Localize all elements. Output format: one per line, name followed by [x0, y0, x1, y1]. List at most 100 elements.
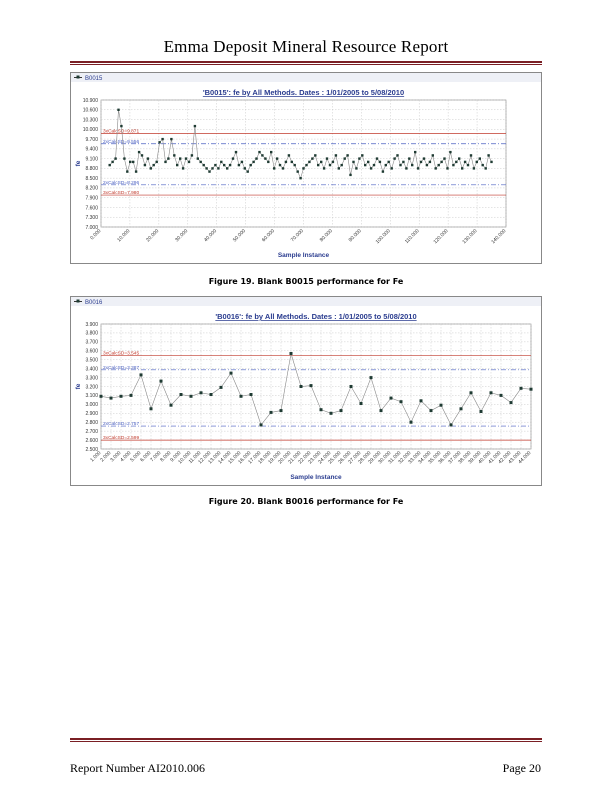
data-point	[416, 167, 420, 170]
data-point	[284, 160, 288, 164]
data-point	[302, 167, 305, 170]
x-axis-label: Sample Instance	[278, 252, 330, 259]
data-point	[267, 160, 270, 164]
data-point	[359, 402, 363, 405]
data-point	[349, 173, 352, 177]
x-tick-label: 110.000	[404, 228, 421, 245]
y-tick-label: 8.800	[85, 166, 98, 172]
x-tick-label: 30.000	[174, 228, 189, 243]
data-point	[296, 170, 299, 173]
data-point	[239, 394, 243, 398]
data-point	[255, 157, 258, 160]
x-tick-label: 100.000	[375, 228, 392, 245]
x-tick-label: 130.000	[461, 228, 478, 245]
reference-line-label: 3xCalcSD=2.599	[103, 435, 139, 441]
data-point	[364, 163, 367, 167]
data-point	[408, 157, 411, 160]
y-axis-label: fe	[75, 160, 82, 166]
data-point	[270, 150, 273, 154]
x-tick-label: 40.000	[203, 228, 218, 243]
data-point	[317, 163, 320, 167]
chart-b0015-svg: B0015 'B0015': fe by All Methods. Dates :…	[71, 73, 541, 259]
data-point	[111, 160, 114, 164]
data-point	[431, 154, 434, 157]
figure-20-caption: Figure 20. Blank B0016 performance for F…	[208, 497, 404, 506]
data-point	[367, 160, 370, 164]
y-tick-label: 2.600	[85, 438, 98, 444]
y-tick-label: 2.800	[85, 420, 98, 426]
chart-b0016: B0016 'B0016': fe by All Methods. Dates :…	[70, 296, 542, 486]
y-tick-label: 10.900	[83, 98, 99, 104]
data-point	[478, 157, 481, 160]
data-point	[399, 400, 403, 404]
data-point	[419, 399, 423, 403]
chart-b0016-svg: B0016 'B0016': fe by All Methods. Dates :…	[71, 297, 541, 481]
data-point	[358, 157, 361, 160]
data-point	[452, 163, 455, 167]
data-point	[220, 160, 223, 164]
data-point	[419, 160, 423, 164]
data-point	[252, 160, 255, 164]
data-point	[119, 394, 123, 398]
y-tick-label: 3.600	[85, 349, 98, 355]
data-point	[237, 163, 241, 167]
reference-line-label: 3xCalcSD=7.980	[103, 190, 139, 196]
data-point	[109, 396, 113, 400]
data-point	[176, 163, 179, 167]
data-point	[390, 167, 393, 170]
data-point	[209, 393, 213, 396]
data-point	[229, 371, 233, 375]
y-tick-label: 10.000	[83, 127, 99, 133]
data-point	[196, 157, 199, 160]
data-point	[393, 157, 396, 160]
header-rule	[70, 61, 542, 63]
data-point	[279, 409, 283, 413]
data-point	[314, 154, 317, 157]
x-tick-label: 60.000	[261, 228, 276, 243]
data-point	[99, 394, 103, 398]
x-tick-label: 50.000	[232, 228, 247, 243]
x-tick-label: 140.000	[490, 228, 507, 245]
data-point	[231, 157, 235, 160]
data-point	[481, 163, 484, 167]
data-point	[379, 409, 383, 413]
data-point	[123, 157, 126, 160]
data-point	[399, 163, 402, 167]
data-point	[126, 170, 129, 173]
data-point	[375, 157, 379, 160]
data-point	[459, 407, 463, 411]
data-point	[246, 170, 249, 173]
data-point	[289, 352, 293, 355]
y-tick-label: 10.600	[83, 108, 99, 114]
data-point	[132, 160, 135, 164]
legend-label: B0015	[85, 76, 103, 82]
data-point	[173, 154, 176, 157]
data-point	[308, 160, 311, 164]
data-point	[349, 385, 353, 388]
data-point	[199, 391, 203, 395]
x-tick-label: 80.000	[319, 228, 334, 243]
data-point	[202, 163, 205, 167]
y-tick-label: 3.700	[85, 340, 98, 346]
data-point	[469, 154, 473, 157]
y-tick-label: 7.900	[85, 195, 98, 201]
data-point	[311, 157, 314, 160]
data-point	[184, 157, 188, 160]
data-point	[269, 410, 273, 414]
data-point	[243, 167, 246, 170]
data-point	[429, 409, 433, 413]
data-point	[443, 157, 446, 160]
data-point	[475, 160, 478, 164]
data-point	[240, 160, 244, 164]
data-point	[287, 154, 291, 157]
data-point	[259, 423, 263, 427]
data-point	[299, 385, 303, 388]
data-point	[234, 150, 238, 154]
data-point	[331, 160, 335, 164]
data-point	[320, 160, 323, 164]
data-point	[258, 150, 261, 154]
legend-strip	[71, 297, 541, 306]
data-point	[149, 407, 153, 411]
data-point	[334, 154, 338, 157]
y-tick-label: 3.100	[85, 393, 98, 399]
